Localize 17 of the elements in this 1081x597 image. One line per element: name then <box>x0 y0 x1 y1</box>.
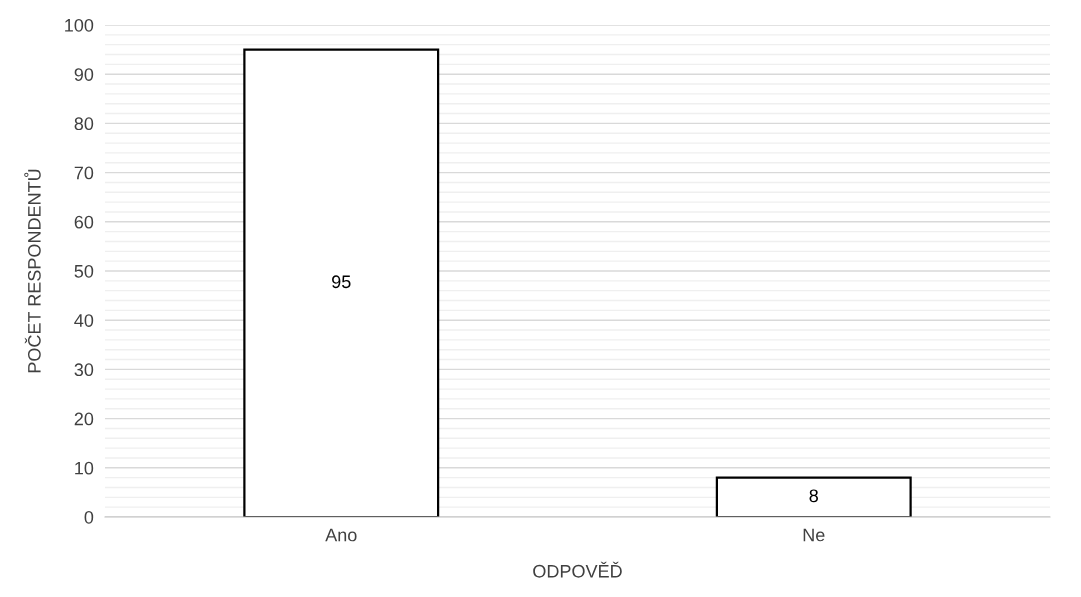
y-tick-label: 40 <box>74 314 94 327</box>
y-tick-label: 80 <box>74 117 94 131</box>
y-tick-label: 90 <box>74 68 94 81</box>
data-label: 8 <box>809 489 818 503</box>
x-tick-label: Ne <box>803 528 825 542</box>
x-tick-label: Ano <box>325 528 357 542</box>
y-tick-label: 60 <box>74 215 94 229</box>
y-tick-label: 0 <box>84 510 94 524</box>
data-label: 95 <box>332 275 351 289</box>
y-axis-title: POČET RESPONDENTŮ <box>24 169 41 373</box>
y-tick-label: 70 <box>74 166 94 180</box>
y-tick-label: 100 <box>65 18 94 32</box>
y-tick-label: 50 <box>74 264 94 278</box>
y-tick-label: 30 <box>74 363 94 377</box>
y-tick-label: 10 <box>75 461 94 475</box>
x-axis-title: ODPOVĚĎ <box>533 561 622 578</box>
y-tick-label: 20 <box>74 412 94 426</box>
